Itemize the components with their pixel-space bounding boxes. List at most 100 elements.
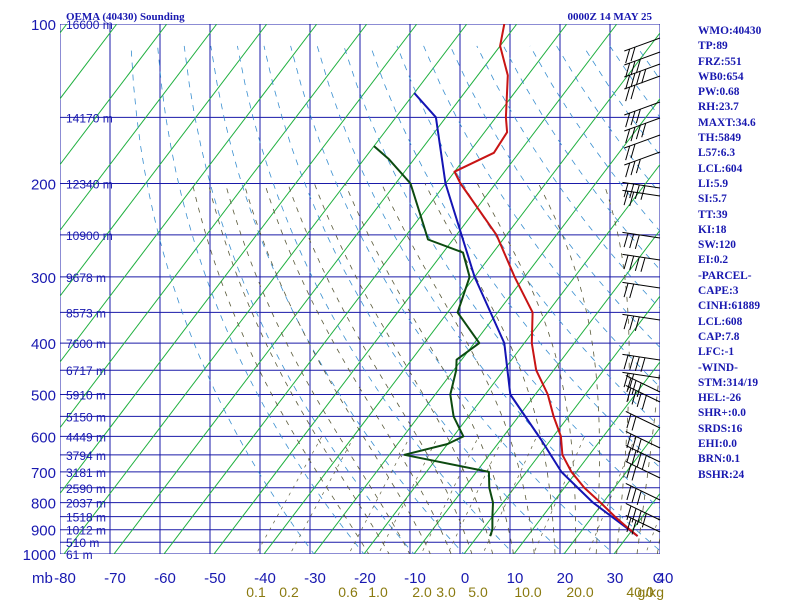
temperature-tick-label: -20 bbox=[354, 570, 376, 587]
barb-flag bbox=[631, 488, 637, 503]
mixing-ratio-tick-label: 20.0 bbox=[566, 584, 593, 600]
height-label: 6717 m bbox=[66, 364, 106, 378]
moist-adiabat bbox=[243, 183, 431, 554]
mixing-ratio-line bbox=[255, 436, 323, 554]
temperature-tick-label: -70 bbox=[104, 570, 126, 587]
barb-flag bbox=[630, 72, 636, 88]
barb-flag bbox=[630, 110, 636, 126]
barb-flag bbox=[640, 357, 646, 372]
barb-flag bbox=[629, 355, 635, 371]
barb-staff bbox=[624, 101, 661, 116]
pressure-tick-label: 100 bbox=[31, 17, 56, 34]
barb-flag bbox=[623, 191, 629, 206]
barb-flag bbox=[629, 315, 635, 331]
isotherm bbox=[463, 295, 660, 554]
barb-flag bbox=[626, 463, 632, 479]
index-item: KI:18 bbox=[698, 223, 727, 236]
dry-adiabat bbox=[183, 45, 415, 554]
isotherm bbox=[363, 163, 660, 554]
barb-staff bbox=[625, 375, 661, 393]
isotherm bbox=[60, 24, 318, 363]
profile-layer bbox=[373, 24, 639, 537]
index-item: RH:23.7 bbox=[698, 101, 739, 114]
barb-flag bbox=[623, 283, 629, 298]
barb-flag bbox=[635, 59, 641, 74]
mixing-ratio-tick-label: 1.0 bbox=[368, 584, 388, 600]
index-item: L57:6.3 bbox=[698, 147, 736, 160]
pressure-tick-label: 600 bbox=[31, 429, 56, 446]
barb-flag bbox=[626, 413, 632, 429]
isotherm bbox=[313, 97, 660, 554]
barb-staff bbox=[625, 445, 661, 463]
index-item: EHI:0.0 bbox=[698, 438, 737, 451]
barb-flag bbox=[631, 466, 637, 481]
index-item: SI:5.7 bbox=[698, 193, 727, 206]
station-title: OEMA (40430) Sounding bbox=[66, 11, 185, 23]
height-label: 8573 m bbox=[66, 306, 106, 320]
index-item: -WIND- bbox=[698, 361, 738, 374]
barb-flag bbox=[625, 62, 631, 78]
mixing-ratio-line bbox=[482, 436, 538, 554]
barb-flag bbox=[629, 233, 635, 249]
temperature-tick-label: -40 bbox=[254, 570, 276, 587]
index-item: PW:0.68 bbox=[698, 86, 740, 99]
index-item: HEL:-26 bbox=[698, 392, 742, 405]
barb-staff bbox=[624, 63, 661, 78]
wind-barb bbox=[624, 75, 661, 102]
barb-flag bbox=[625, 74, 631, 90]
height-label: 2037 m bbox=[66, 497, 106, 511]
barb-flag bbox=[636, 490, 642, 506]
index-item: CAP:7.8 bbox=[698, 330, 740, 343]
index-item: LFC:-1 bbox=[698, 346, 735, 359]
index-item: SHR+:0.0 bbox=[698, 407, 746, 420]
index-item: WMO:40430 bbox=[698, 25, 762, 37]
parcel-trace bbox=[413, 92, 639, 537]
barb-flag bbox=[625, 86, 631, 102]
barb-flag bbox=[634, 316, 640, 332]
barb-flag bbox=[635, 159, 641, 174]
dewpoint-profile bbox=[373, 145, 494, 537]
height-label: 1518 m bbox=[66, 511, 106, 525]
barb-staff bbox=[624, 51, 661, 66]
dry-adiabat bbox=[343, 45, 660, 510]
barb-staff bbox=[622, 353, 661, 361]
wind-barb bbox=[624, 63, 661, 90]
wind-barb bbox=[622, 253, 661, 272]
temperature-profile bbox=[453, 24, 639, 537]
index-item: BSHR:24 bbox=[698, 468, 745, 481]
isotherm bbox=[60, 24, 418, 495]
barb-flag bbox=[625, 112, 631, 128]
barb-flag bbox=[629, 183, 635, 199]
temperature-tick-label: 0 bbox=[461, 570, 469, 587]
isotherm bbox=[63, 24, 468, 554]
barb-staff bbox=[622, 371, 661, 379]
height-label: 12340 m bbox=[66, 178, 113, 192]
height-label: 7600 m bbox=[66, 337, 106, 351]
barb-staff bbox=[625, 503, 661, 521]
barb-staff bbox=[625, 431, 661, 449]
index-item: BRN:0.1 bbox=[698, 453, 741, 466]
wind-barbs bbox=[622, 37, 661, 535]
height-label: 3181 m bbox=[66, 466, 106, 480]
barb-flag bbox=[634, 256, 640, 272]
moist-adiabat bbox=[476, 183, 577, 554]
barb-flag bbox=[625, 145, 631, 161]
moist-adiabat bbox=[225, 183, 411, 554]
wind-barb bbox=[624, 151, 661, 178]
barb-flag bbox=[623, 355, 629, 370]
isotherm bbox=[563, 426, 660, 554]
wind-barb bbox=[622, 181, 661, 200]
dry-adiabat bbox=[157, 45, 365, 554]
barb-flag bbox=[635, 125, 641, 140]
barb-staff bbox=[622, 253, 661, 261]
barb-staff bbox=[625, 515, 661, 533]
wind-barb bbox=[622, 281, 661, 299]
barb-staff bbox=[625, 461, 661, 479]
isotherm bbox=[60, 24, 368, 429]
index-item: TT:39 bbox=[698, 208, 728, 221]
barb-flag bbox=[631, 380, 637, 395]
index-item: LCL:604 bbox=[698, 162, 743, 175]
height-label: 16600 m bbox=[66, 18, 113, 32]
wind-barb bbox=[625, 431, 661, 454]
wind-barb bbox=[624, 134, 661, 161]
